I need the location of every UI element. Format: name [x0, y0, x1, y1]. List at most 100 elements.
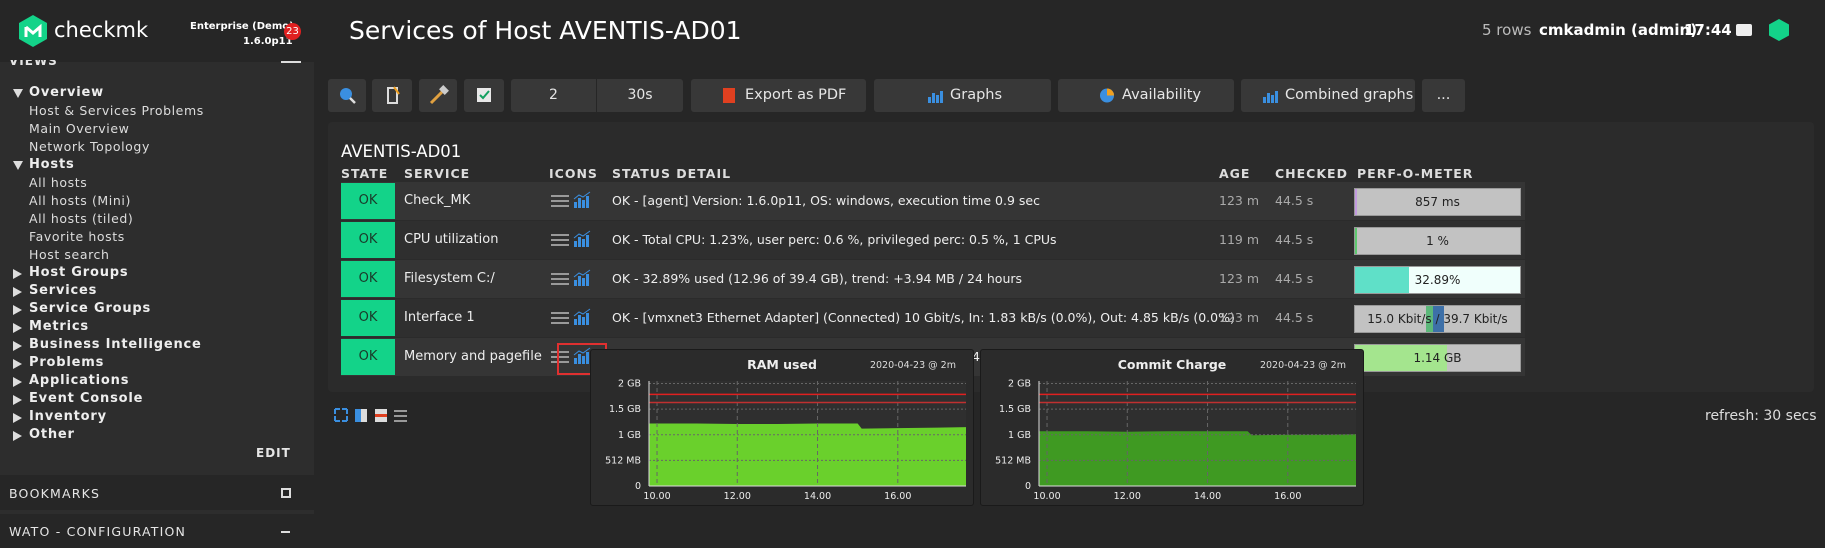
toolbar-button[interactable]: Graphs — [874, 79, 1051, 112]
collapsed-triangle — [13, 322, 22, 333]
tree-group[interactable]: Inventory — [29, 408, 107, 424]
column-header: PERF-O-METER — [1357, 166, 1474, 181]
edit-button[interactable] — [372, 79, 412, 112]
wato-minimize — [281, 531, 290, 533]
row-icons[interactable] — [550, 308, 594, 328]
search-button[interactable] — [328, 79, 366, 112]
tree-link[interactable]: Host search — [29, 246, 110, 262]
host-name[interactable]: AVENTIS-AD01 — [341, 142, 462, 161]
row-icons[interactable] — [550, 269, 594, 289]
button-label[interactable]: Export as PDF — [745, 87, 847, 103]
checkbox-button[interactable] — [464, 79, 504, 112]
tree-group[interactable]: Other — [29, 426, 75, 442]
commands-button[interactable] — [419, 79, 457, 112]
brand: checkmk — [54, 18, 149, 42]
service-row — [341, 182, 1525, 220]
header-bar — [314, 0, 1825, 62]
refresh-status: refresh: 30 secs — [1705, 408, 1817, 424]
perf-o-meter: 1 % — [1354, 227, 1521, 255]
user[interactable]: cmkadmin (admin) — [1539, 21, 1698, 39]
row-icons[interactable] — [550, 191, 594, 211]
button-label[interactable]: Availability — [1122, 87, 1202, 103]
state-badge: OK — [341, 261, 395, 297]
perf-segment — [1355, 228, 1357, 254]
tree-group[interactable]: Metrics — [29, 318, 89, 334]
views-controls — [281, 61, 301, 63]
row-icons[interactable] — [550, 230, 594, 250]
expanded-triangle — [13, 160, 23, 170]
edition: Enterprise (Demo) — [190, 21, 294, 32]
footer-icons[interactable] — [334, 408, 414, 424]
page-title: Services of Host AVENTIS-AD01 — [349, 16, 742, 45]
perf-segment — [1447, 345, 1520, 371]
button-label[interactable]: ... — [1436, 87, 1451, 103]
y-tick-label: 1 GB — [618, 430, 641, 441]
service-name[interactable]: Interface 1 — [404, 310, 475, 325]
tree-group[interactable]: Overview — [29, 85, 104, 100]
perf-segment — [1356, 228, 1520, 254]
toolbar-button[interactable]: Availability — [1058, 79, 1234, 112]
perf-segment — [1355, 306, 1426, 332]
tree-link[interactable]: All hosts — [29, 174, 88, 190]
age: 123 m — [1219, 193, 1260, 208]
x-tick-label: 14.00 — [1194, 491, 1221, 502]
perf-label: 1.14 GB — [1413, 351, 1462, 365]
status-detail: OK - [vmxnet3 Ethernet Adapter] (Connect… — [612, 310, 1235, 325]
tree-link[interactable]: All hosts (Mini) — [29, 192, 131, 208]
tree-group[interactable]: Host Groups — [29, 264, 129, 280]
graph-timestamp: 2020-04-23 @ 2m — [870, 360, 956, 371]
service-name[interactable]: Check_MK — [404, 193, 471, 208]
button-label[interactable]: Graphs — [950, 87, 1003, 103]
toolbar-button[interactable]: Combined graphs — [1241, 79, 1415, 112]
graph-title: Commit Charge — [1118, 357, 1227, 372]
x-tick-label: 10.00 — [1033, 491, 1060, 502]
graph-title: RAM used — [747, 357, 817, 372]
row-icons[interactable] — [550, 347, 594, 367]
y-tick-label: 1.5 GB — [999, 404, 1031, 415]
column-count[interactable]: 2 — [549, 87, 558, 103]
bookmarks[interactable]: BOOKMARKS — [9, 486, 101, 501]
edit[interactable]: EDIT — [256, 446, 291, 460]
toolbar-button[interactable]: ... — [1422, 79, 1465, 112]
perf-segment — [1432, 306, 1445, 332]
columns-refresh-group[interactable]: 2 30s — [511, 79, 683, 112]
tree-link[interactable]: Favorite hosts — [29, 228, 125, 244]
tree-group[interactable]: Services — [29, 282, 98, 298]
perf-segment — [1356, 189, 1520, 215]
tree-link[interactable]: All hosts (tiled) — [29, 210, 134, 226]
button-icon — [928, 88, 944, 104]
tree-group[interactable]: Problems — [29, 354, 105, 370]
tree-group[interactable]: Service Groups — [29, 300, 152, 316]
button-label[interactable]: Combined graphs — [1285, 87, 1414, 103]
perf-o-meter: 857 ms — [1354, 188, 1521, 216]
y-tick-label: 0 — [1025, 481, 1031, 492]
perf-o-meter: 15.0 Kbit/s / 39.7 Kbit/s — [1354, 305, 1521, 333]
graph-timestamp: 2020-04-23 @ 2m — [1260, 360, 1346, 371]
column-header: SERVICE — [404, 166, 471, 181]
service-row — [341, 260, 1525, 298]
service-name[interactable]: Memory and pagefile — [404, 349, 542, 364]
refresh-interval[interactable]: 30s — [627, 87, 653, 103]
y-tick-label: 0 — [635, 481, 641, 492]
status-detail: OK - Total CPU: 1.23%, user perc: 0.6 %,… — [612, 232, 1057, 247]
service-name[interactable]: CPU utilization — [404, 232, 499, 247]
collapsed-triangle — [13, 394, 22, 405]
button-icon — [1263, 88, 1279, 104]
tree-link[interactable]: Main Overview — [29, 120, 130, 136]
tree-group[interactable]: Event Console — [29, 390, 144, 406]
tree-link[interactable]: Host & Services Problems — [29, 102, 204, 118]
version: 1.6.0p11 — [243, 36, 293, 47]
perf-segment — [1355, 267, 1410, 293]
toolbar-button[interactable]: Export as PDF — [691, 79, 866, 112]
status-detail: OK - 32.89% used (12.96 of 39.4 GB), tre… — [612, 271, 1023, 286]
x-tick-label: 16.00 — [884, 491, 911, 502]
tree-link[interactable]: Network Topology — [29, 138, 150, 154]
column-header: AGE — [1219, 166, 1251, 181]
bookmarks-bar — [0, 475, 314, 510]
y-tick-label: 512 MB — [995, 455, 1031, 466]
tree-group[interactable]: Applications — [29, 372, 130, 388]
service-name[interactable]: Filesystem C:/ — [404, 271, 495, 286]
wato[interactable]: WATO - CONFIGURATION — [9, 524, 187, 539]
tree-group[interactable]: Hosts — [29, 156, 75, 172]
tree-group[interactable]: Business Intelligence — [29, 336, 202, 352]
